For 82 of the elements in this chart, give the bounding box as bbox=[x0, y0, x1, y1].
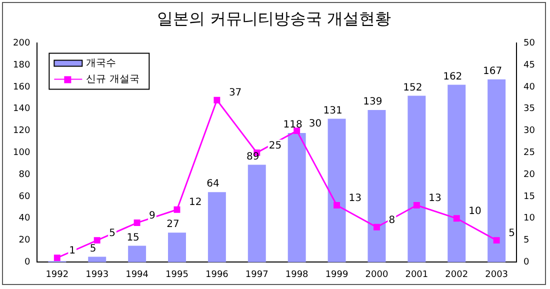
point bbox=[453, 215, 460, 222]
x-tick-label: 1997 bbox=[245, 270, 268, 280]
y-tick-label: 60 bbox=[18, 192, 30, 202]
data-label: 162 bbox=[443, 71, 462, 82]
x-tick-label: 2002 bbox=[445, 270, 468, 280]
y2-tick-label: 15 bbox=[524, 192, 535, 202]
legend-label: 신규 개설국 bbox=[86, 74, 140, 85]
y2-tick-label: 45 bbox=[524, 60, 535, 70]
point bbox=[294, 128, 300, 134]
y-tick-label: 180 bbox=[12, 60, 30, 70]
x-tick-label: 2001 bbox=[405, 270, 428, 280]
point bbox=[174, 206, 180, 213]
point bbox=[54, 254, 60, 262]
y2-tick-label: 25 bbox=[524, 148, 535, 158]
y-tick-label: 160 bbox=[12, 82, 30, 92]
data-label: 37 bbox=[228, 88, 242, 99]
bar bbox=[328, 118, 346, 262]
x-tick-label: 1993 bbox=[86, 270, 109, 280]
y2-tick-label: 20 bbox=[524, 170, 536, 180]
y2-tick-label: 10 bbox=[524, 214, 536, 224]
y-tick-label: 100 bbox=[12, 148, 30, 158]
point bbox=[214, 96, 220, 104]
y2-tick-label: 35 bbox=[524, 104, 535, 114]
y-tick-label: 140 bbox=[12, 104, 30, 114]
point bbox=[94, 237, 100, 244]
data-label: 9 bbox=[149, 210, 156, 222]
y2-tick-label: 0 bbox=[524, 258, 530, 268]
y-tick-label: 80 bbox=[18, 170, 30, 180]
x-tick-label: 1998 bbox=[285, 270, 309, 280]
x-tick-label: 1996 bbox=[205, 270, 229, 280]
point bbox=[334, 202, 340, 208]
bar bbox=[368, 110, 386, 262]
y2-tick-label: 50 bbox=[524, 38, 536, 49]
x-tick-label: 1992 bbox=[46, 270, 69, 280]
y-tick-label: 20 bbox=[18, 236, 30, 246]
data-label: 10 bbox=[468, 206, 482, 217]
y2-tick-label: 40 bbox=[524, 82, 536, 92]
x-tick-label: 2003 bbox=[485, 270, 508, 280]
bar bbox=[288, 132, 306, 262]
legend-label: 개국수 bbox=[86, 58, 116, 69]
data-label: 5 bbox=[109, 228, 116, 239]
y-tick-label: 40 bbox=[18, 214, 30, 224]
data-label: 118 bbox=[283, 120, 302, 131]
bar bbox=[208, 192, 226, 262]
data-label: 12 bbox=[188, 197, 202, 208]
data-label: 167 bbox=[483, 66, 502, 77]
data-label: 13 bbox=[348, 192, 362, 204]
data-label: 5 bbox=[508, 228, 515, 239]
data-label: 139 bbox=[363, 96, 382, 108]
x-tick-label: 1995 bbox=[166, 270, 188, 280]
data-label: 13 bbox=[428, 192, 442, 204]
bar bbox=[488, 79, 506, 262]
bar bbox=[168, 232, 186, 262]
data-label: 5 bbox=[90, 243, 96, 254]
data-label: 131 bbox=[323, 105, 342, 116]
y2-tick-label: 30 bbox=[524, 126, 536, 136]
data-label: 25 bbox=[268, 140, 282, 152]
data-label: 15 bbox=[126, 232, 140, 244]
data-label: 27 bbox=[166, 219, 180, 230]
point bbox=[374, 224, 380, 230]
point bbox=[413, 202, 420, 208]
point bbox=[493, 237, 500, 244]
data-label: 8 bbox=[388, 214, 396, 226]
point bbox=[134, 220, 140, 226]
bar bbox=[248, 164, 266, 262]
data-label: 1 bbox=[69, 245, 76, 256]
bar bbox=[88, 256, 106, 262]
chart-title: 일본의 커뮤니티방송국 개설현황 bbox=[156, 8, 392, 28]
x-tick-label: 1999 bbox=[325, 270, 349, 280]
data-label: 152 bbox=[403, 82, 422, 94]
y2-tick-label: 5 bbox=[524, 236, 530, 246]
x-tick-label: 1994 bbox=[126, 270, 149, 280]
data-label: 64 bbox=[206, 178, 220, 190]
y-tick-label: 200 bbox=[12, 38, 30, 49]
bar bbox=[408, 96, 426, 262]
x-tick-label: 2000 bbox=[365, 270, 388, 280]
bar bbox=[128, 246, 146, 262]
y-tick-label: 120 bbox=[12, 126, 30, 136]
data-label: 89 bbox=[246, 151, 260, 162]
y-tick-label: 0 bbox=[24, 258, 30, 268]
bar bbox=[448, 84, 466, 262]
data-label: 30 bbox=[308, 118, 322, 130]
